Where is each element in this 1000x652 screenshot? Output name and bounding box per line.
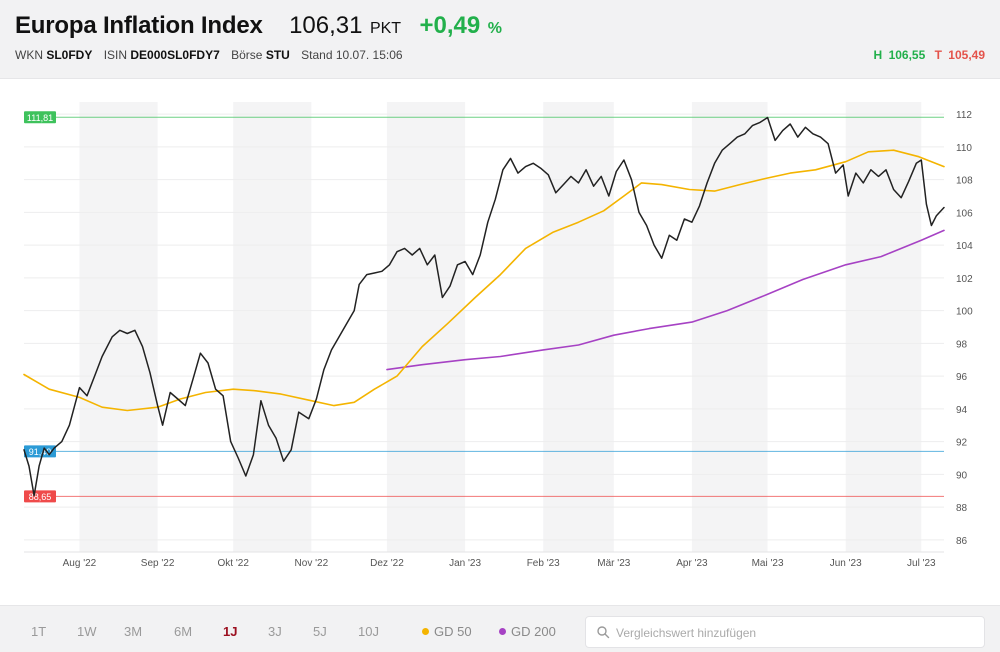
timestamp: Stand 10.07. 15:06 (301, 48, 403, 62)
compare-search[interactable] (585, 616, 985, 648)
instrument-meta: WKN SL0FDY ISIN DE000SL0FDY7 Börse STU S… (15, 48, 403, 62)
x-tick-label: Mär '23 (597, 558, 630, 569)
search-icon (597, 626, 610, 639)
reference-badge (24, 490, 56, 503)
high-value: 106,55 (888, 48, 926, 62)
month-band (691, 102, 768, 552)
y-tick-label: 88 (956, 503, 968, 514)
gd200-dot-icon (499, 628, 506, 635)
x-tick-label: Jan '23 (449, 558, 481, 569)
y-tick-label: 90 (956, 470, 968, 481)
current-price: 106,31 (289, 12, 363, 39)
isin-value: DE000SL0FDY7 (130, 48, 220, 62)
legend-gd50[interactable]: GD 50 (422, 624, 472, 639)
chart-toolbar: 1T 1W 3M 6M 1J 3J 5J 10J GD 50 GD 200 (0, 605, 1000, 652)
price-chart[interactable]: Aug '22 Sep '22 Okt '22 Nov '22 Dez '22 Jan '… (0, 78, 1000, 605)
legend-gd50-label: GD 50 (434, 624, 472, 639)
legend-gd200-label: GD 200 (511, 624, 556, 639)
boerse-label: Börse (231, 48, 263, 62)
price-line (23, 116, 945, 497)
y-tick-label: 96 (956, 372, 968, 383)
low-label: T (934, 48, 942, 62)
x-tick-label: Okt '22 (218, 558, 250, 569)
isin-label: ISIN (103, 48, 128, 62)
x-tick-label: Apr '23 (676, 558, 708, 569)
low-value: 105,49 (948, 48, 985, 62)
x-tick-label: Mai '23 (752, 558, 784, 569)
reference-badge (24, 111, 56, 124)
period-3m[interactable]: 3M (124, 624, 143, 639)
x-tick-label: Dez '22 (370, 558, 404, 569)
period-1t[interactable]: 1T (31, 624, 47, 639)
y-tick-label: 98 (956, 339, 968, 350)
high-low: H 106,55 T 105,49 (874, 48, 985, 62)
x-tick-label: Aug '22 (63, 558, 97, 569)
x-tick-label: Nov '22 (295, 558, 329, 569)
y-tick-label: 94 (956, 405, 968, 416)
period-10j[interactable]: 10J (358, 624, 379, 639)
reference-label: 91,40 (29, 447, 52, 457)
high-label: H (873, 48, 883, 62)
month-band (233, 102, 312, 552)
price-unit: PKT (369, 20, 402, 37)
reference-badge (24, 445, 56, 458)
month-band (845, 102, 922, 552)
period-5j[interactable]: 5J (313, 624, 327, 639)
search-input[interactable] (614, 622, 978, 644)
y-tick-label: 110 (956, 143, 972, 154)
period-3j[interactable]: 3J (268, 624, 282, 639)
x-tick-label: Jun '23 (830, 558, 862, 569)
wkn-value: SL0FDY (46, 48, 93, 62)
month-band (386, 102, 466, 552)
instrument-title: Europa Inflation Index (15, 12, 263, 39)
month-band (79, 102, 158, 552)
gd50-line (23, 149, 945, 412)
boerse-value: STU (265, 48, 290, 62)
period-6m[interactable]: 6M (174, 624, 193, 639)
x-tick-label: Jul '23 (907, 558, 936, 569)
y-tick-label: 112 (956, 110, 972, 121)
y-tick-label: 92 (956, 438, 968, 449)
x-tick-label: Sep '22 (141, 558, 175, 569)
y-tick-label: 104 (956, 241, 973, 252)
y-tick-label: 100 (956, 307, 973, 318)
legend-gd200[interactable]: GD 200 (499, 624, 556, 639)
y-tick-label: 86 (956, 536, 968, 547)
change-percent-sign: % (487, 20, 502, 37)
y-tick-label: 106 (956, 208, 973, 219)
x-tick-label: Feb '23 (527, 558, 560, 569)
month-band (543, 102, 614, 552)
y-tick-label: 102 (956, 274, 973, 285)
chart-container[interactable]: Aug '22 Sep '22 Okt '22 Nov '22 Dez '22 Jan '… (0, 78, 1000, 605)
y-tick-label: 108 (956, 176, 973, 187)
change-value: +0,49 (419, 12, 481, 39)
title-row: Europa Inflation Index 106,31 PKT +0,49 … (15, 12, 502, 40)
quote-header: Europa Inflation Index 106,31 PKT +0,49 … (0, 0, 1000, 79)
reference-label: 111,81 (27, 113, 53, 123)
gd200-line (386, 229, 945, 371)
period-1w[interactable]: 1W (77, 624, 97, 639)
period-1j[interactable]: 1J (223, 624, 238, 639)
gd50-dot-icon (422, 628, 429, 635)
wkn-label: WKN (15, 48, 43, 62)
reference-label: 88,65 (29, 492, 52, 502)
